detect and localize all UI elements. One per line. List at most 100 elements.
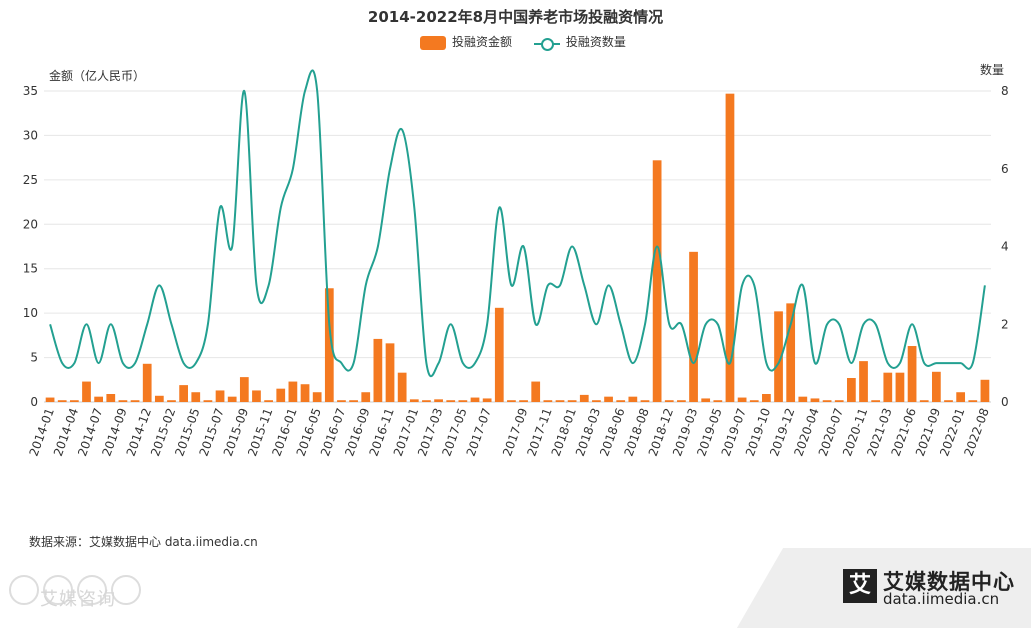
bar — [822, 400, 832, 402]
legend-item-count[interactable]: 投融资数量 — [533, 33, 626, 51]
chart-plot: 05101520253035024682014-012014-042014-07… — [23, 69, 1009, 458]
bar — [482, 398, 492, 402]
series-line-count — [49, 69, 986, 378]
bar — [130, 400, 140, 402]
bar — [956, 392, 966, 402]
y-axis-right-label: 数量 — [980, 63, 1005, 77]
bar — [409, 399, 419, 402]
bar — [203, 400, 213, 402]
y-left-tick-label: 0 — [30, 395, 38, 409]
y-right-tick-label: 4 — [1001, 240, 1009, 254]
brand-url: data.iimedia.cn — [883, 590, 1000, 608]
bar — [883, 372, 893, 402]
bar — [713, 400, 723, 402]
legend-label-count: 投融资数量 — [565, 35, 626, 49]
bar — [579, 394, 589, 402]
bar — [640, 400, 650, 402]
bar — [373, 338, 383, 402]
bar — [494, 307, 504, 402]
bar — [931, 371, 941, 402]
bar — [227, 396, 237, 402]
bar — [859, 361, 868, 402]
bar — [980, 379, 990, 402]
y-left-tick-label: 5 — [30, 351, 38, 365]
bar — [834, 400, 844, 402]
bar — [167, 400, 176, 402]
bar — [689, 251, 698, 402]
watermark-text: 艾媒咨询 — [40, 589, 116, 610]
legend-bar-swatch — [420, 35, 446, 50]
y-right-tick-label: 0 — [1001, 395, 1009, 409]
y-right-tick-label: 6 — [1001, 162, 1009, 176]
bar — [677, 400, 686, 402]
y-left-tick-label: 15 — [23, 262, 38, 276]
bar — [239, 377, 249, 402]
bar — [446, 400, 456, 402]
bar — [810, 398, 820, 402]
bar — [337, 400, 346, 402]
bar — [786, 303, 796, 402]
y-left-tick-label: 20 — [23, 217, 38, 231]
bar — [191, 392, 201, 402]
bar — [652, 160, 662, 402]
y-left-tick-label: 30 — [23, 128, 38, 142]
bar — [179, 385, 188, 402]
bar — [57, 400, 67, 402]
bar — [762, 394, 771, 402]
bar — [774, 311, 783, 402]
watermark-circle-icons — [9, 575, 141, 605]
bar — [300, 384, 310, 402]
bar — [749, 400, 759, 402]
source-note: 数据来源：艾媒数据中心 data.iimedia.cn — [29, 535, 258, 549]
bar — [519, 400, 528, 402]
y-right-tick-label: 8 — [1001, 84, 1009, 98]
legend-label-amount: 投融资金额 — [452, 35, 513, 49]
y-right-tick-label: 2 — [1001, 317, 1009, 331]
bar — [543, 400, 553, 402]
bar — [69, 400, 79, 402]
chart-title: 2014-2022年8月中国养老市场投融资情况 — [367, 8, 664, 26]
bar — [725, 93, 735, 402]
bar — [701, 398, 711, 402]
bar — [215, 390, 225, 402]
bar — [628, 396, 638, 402]
bar — [118, 400, 128, 402]
bar — [737, 397, 747, 402]
bar — [106, 394, 116, 402]
y-axis-left-label: 金额（亿人民币） — [49, 69, 146, 83]
legend-line-marker-icon — [533, 36, 560, 51]
bar — [470, 397, 480, 402]
bar — [871, 400, 881, 402]
bar — [616, 400, 626, 402]
bar — [919, 400, 929, 402]
bar — [847, 378, 856, 402]
bar — [458, 400, 468, 402]
bar — [385, 343, 395, 402]
bar — [276, 388, 286, 402]
bar — [895, 372, 905, 402]
bar — [422, 400, 431, 402]
bar — [968, 400, 978, 402]
bar — [361, 392, 371, 402]
bar — [324, 288, 334, 402]
bar — [434, 399, 443, 402]
legend: 投融资金额 投融资数量 — [420, 33, 644, 51]
bar — [288, 381, 298, 402]
y-left-tick-label: 10 — [23, 306, 38, 320]
bar — [604, 396, 613, 402]
brand-name: 艾媒数据中心 — [883, 570, 1015, 594]
bar — [567, 400, 577, 402]
bar — [592, 400, 601, 402]
bar — [264, 400, 273, 402]
bar — [94, 396, 104, 402]
bar — [397, 372, 407, 402]
brand-logo-icon: 艾 — [843, 569, 877, 603]
bar — [555, 400, 565, 402]
bar — [154, 395, 164, 402]
bar — [45, 397, 55, 402]
legend-item-amount[interactable]: 投融资金额 — [420, 33, 512, 50]
bar — [507, 400, 516, 402]
bar — [82, 381, 91, 402]
bar — [531, 381, 541, 402]
y-left-tick-label: 25 — [23, 173, 38, 187]
